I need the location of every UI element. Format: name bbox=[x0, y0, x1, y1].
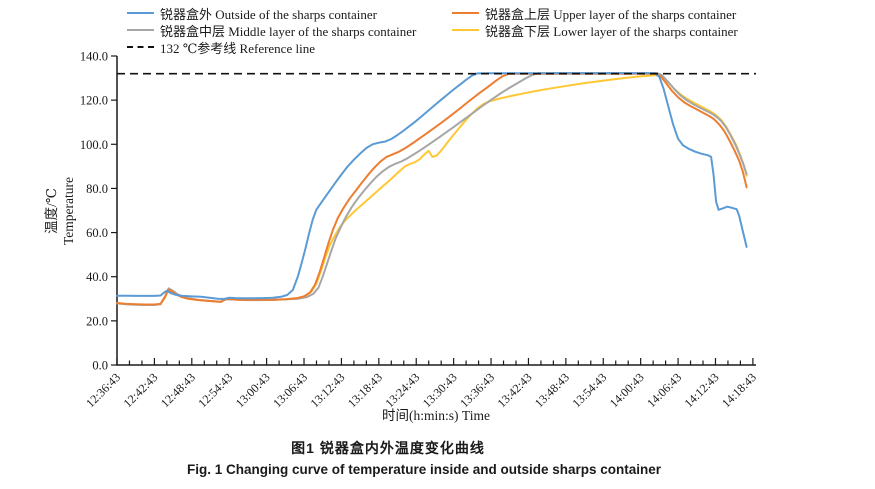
x-tick-label: 13:42:43 bbox=[495, 370, 535, 410]
x-tick-label: 14:12:43 bbox=[682, 370, 722, 410]
figure-caption-en: Fig. 1 Changing curve of temperature ins… bbox=[186, 462, 662, 477]
legend-item-outside: 锐器盒外 Outside of the sharps container bbox=[127, 5, 452, 22]
x-tick-label: 14:18:43 bbox=[719, 370, 759, 410]
chart-legend: 锐器盒外 Outside of the sharps container 锐器盒… bbox=[127, 5, 738, 56]
x-tick-label: 14:00:43 bbox=[607, 370, 647, 410]
legend-label-outside: 锐器盒外 Outside of the sharps container bbox=[160, 6, 377, 22]
x-axis-title: 时间(h:min:s) Time bbox=[382, 408, 490, 423]
x-tick-label: 12:48:43 bbox=[158, 370, 198, 410]
x-tick-label: 13:12:43 bbox=[307, 370, 347, 410]
x-tick-label: 14:06:43 bbox=[644, 370, 684, 410]
x-tick-label: 13:48:43 bbox=[532, 370, 572, 410]
legend-swatch-lower-icon bbox=[452, 29, 479, 31]
x-tick-label: 12:42:43 bbox=[120, 370, 160, 410]
y-tick-label: 100.0 bbox=[80, 138, 108, 152]
x-tick-label: 12:54:43 bbox=[195, 370, 235, 410]
legend-item-middle: 锐器盒中层 Middle layer of the sharps contain… bbox=[127, 22, 452, 39]
y-tick-label: 60.0 bbox=[86, 226, 108, 240]
series-line-upper bbox=[116, 72, 748, 306]
y-axis-title-en: Temperature bbox=[61, 176, 76, 246]
x-tick-label: 13:06:43 bbox=[270, 370, 310, 410]
series-line-lower bbox=[116, 74, 748, 306]
legend-swatch-middle-icon bbox=[127, 29, 154, 31]
legend-label-reference-line: 132 ℃参考线 Reference line bbox=[160, 40, 315, 56]
series-line-outside bbox=[116, 72, 748, 300]
legend-item-upper: 锐器盒上层 Upper layer of the sharps containe… bbox=[452, 5, 738, 22]
y-tick-label: 120.0 bbox=[80, 94, 108, 108]
x-tick-label: 12:36:43 bbox=[83, 370, 123, 410]
legend-label-middle: 锐器盒中层 Middle layer of the sharps contain… bbox=[160, 23, 417, 39]
y-tick-label: 80.0 bbox=[86, 182, 108, 196]
figure-caption-cn: 图1 锐器盒内外温度变化曲线 bbox=[291, 440, 485, 456]
y-tick-label: 40.0 bbox=[86, 270, 108, 284]
x-tick-label: 13:54:43 bbox=[569, 370, 609, 410]
legend-swatch-outside-icon bbox=[127, 12, 154, 14]
legend-item-lower: 锐器盒下层 Lower layer of the sharps containe… bbox=[452, 22, 738, 39]
legend-label-upper: 锐器盒上层 Upper layer of the sharps containe… bbox=[485, 6, 737, 22]
y-tick-label: 20.0 bbox=[86, 314, 108, 328]
y-tick-label: 140.0 bbox=[80, 50, 108, 64]
y-tick-label: 0.0 bbox=[92, 359, 108, 373]
x-tick-label: 13:00:43 bbox=[233, 370, 273, 410]
legend-label-lower: 锐器盒下层 Lower layer of the sharps containe… bbox=[485, 23, 738, 39]
y-axis-title: 温度/℃ Temperature bbox=[43, 177, 77, 245]
legend-swatch-reference-dashed-icon bbox=[127, 46, 154, 48]
x-tick-label: 13:18:43 bbox=[345, 370, 385, 410]
y-axis-title-cn: 温度/℃ bbox=[44, 188, 59, 234]
legend-swatch-upper-icon bbox=[452, 12, 479, 14]
legend-item-reference-line: 132 ℃参考线 Reference line bbox=[127, 39, 452, 56]
